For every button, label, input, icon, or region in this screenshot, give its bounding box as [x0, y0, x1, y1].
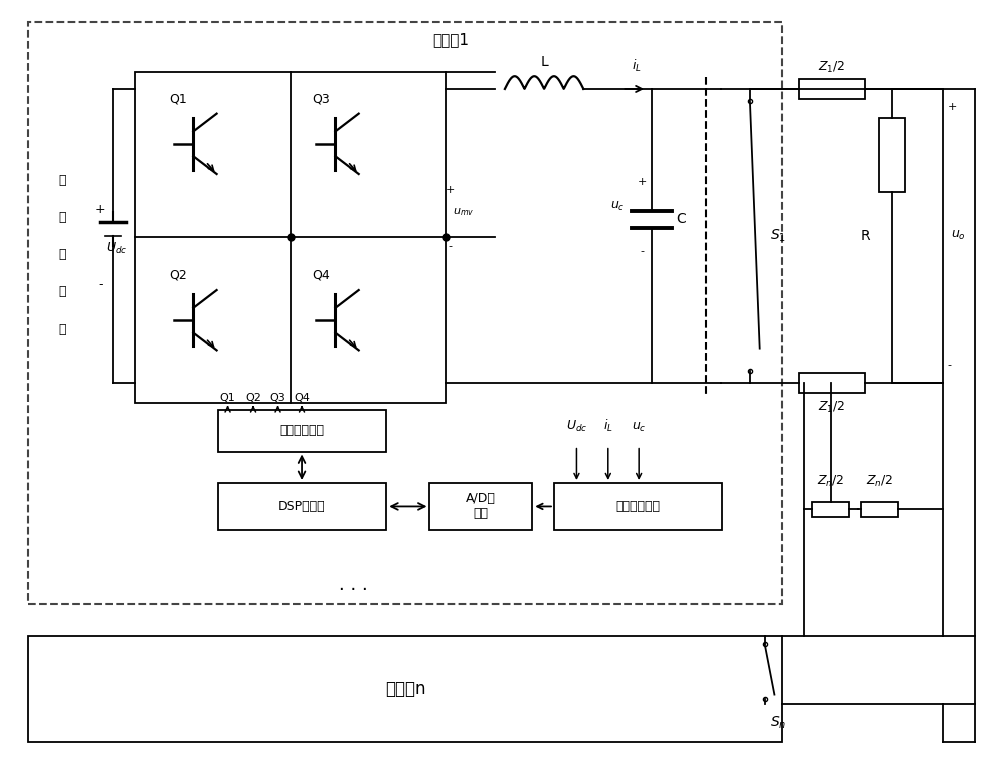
Text: Q4: Q4: [312, 269, 330, 282]
Text: -: -: [98, 279, 102, 291]
Text: A/D转
换器: A/D转 换器: [466, 492, 496, 521]
Text: $S_1$: $S_1$: [770, 228, 786, 244]
Text: Q1: Q1: [220, 393, 235, 403]
Text: $i_L$: $i_L$: [603, 418, 613, 434]
Bar: [429, 483, 532, 530]
Bar: [28, 22, 782, 604]
Text: $u_o$: $u_o$: [951, 229, 966, 243]
Text: $U_{dc}$: $U_{dc}$: [566, 419, 587, 434]
Text: 稳: 稳: [58, 248, 66, 261]
Text: $S_n$: $S_n$: [770, 714, 786, 731]
Text: Q3: Q3: [270, 393, 285, 403]
Text: $i_L$: $i_L$: [632, 58, 642, 75]
Text: 流: 流: [58, 211, 66, 224]
Text: Q1: Q1: [170, 92, 187, 105]
Bar: [799, 373, 865, 393]
Text: +: +: [948, 101, 957, 112]
Text: 直: 直: [58, 174, 66, 186]
Text: R: R: [861, 229, 870, 243]
Text: +: +: [637, 177, 647, 187]
Bar: [28, 635, 782, 742]
Text: Q3: Q3: [312, 92, 330, 105]
Text: $Z_1/2$: $Z_1/2$: [818, 400, 845, 415]
Bar: [879, 119, 905, 192]
Bar: [812, 501, 849, 517]
Text: $Z_1/2$: $Z_1/2$: [818, 60, 845, 75]
Bar: [135, 72, 446, 403]
Text: $u_c$: $u_c$: [610, 200, 624, 213]
Text: 驱动保护电路: 驱动保护电路: [280, 425, 325, 438]
Text: DSP控制器: DSP控制器: [278, 500, 326, 513]
Bar: [218, 410, 386, 451]
Text: C: C: [676, 212, 686, 226]
Text: $Z_n/2$: $Z_n/2$: [866, 474, 893, 489]
Text: . . .: . . .: [339, 576, 367, 594]
Text: -: -: [448, 240, 452, 251]
Text: +: +: [95, 203, 105, 216]
Text: Q4: Q4: [294, 393, 310, 403]
Text: Q2: Q2: [245, 393, 261, 403]
Text: 压: 压: [58, 285, 66, 298]
Text: $u_c$: $u_c$: [632, 421, 646, 434]
Text: -: -: [948, 360, 952, 371]
Text: +: +: [445, 185, 455, 195]
Text: $Z_n/2$: $Z_n/2$: [817, 474, 844, 489]
Bar: [554, 483, 722, 530]
Text: $u_{mv}$: $u_{mv}$: [453, 206, 474, 218]
Text: Q2: Q2: [170, 269, 187, 282]
Text: 逆变利1: 逆变利1: [432, 33, 470, 47]
Bar: [218, 483, 386, 530]
Text: 源: 源: [58, 323, 66, 336]
Bar: [861, 501, 898, 517]
Text: 逆变屎n: 逆变屎n: [385, 680, 425, 698]
Bar: [799, 79, 865, 99]
Text: -: -: [640, 246, 644, 256]
Text: 信号调理电路: 信号调理电路: [616, 500, 661, 513]
Text: L: L: [540, 56, 548, 69]
Text: $U_{dc}$: $U_{dc}$: [106, 241, 127, 256]
